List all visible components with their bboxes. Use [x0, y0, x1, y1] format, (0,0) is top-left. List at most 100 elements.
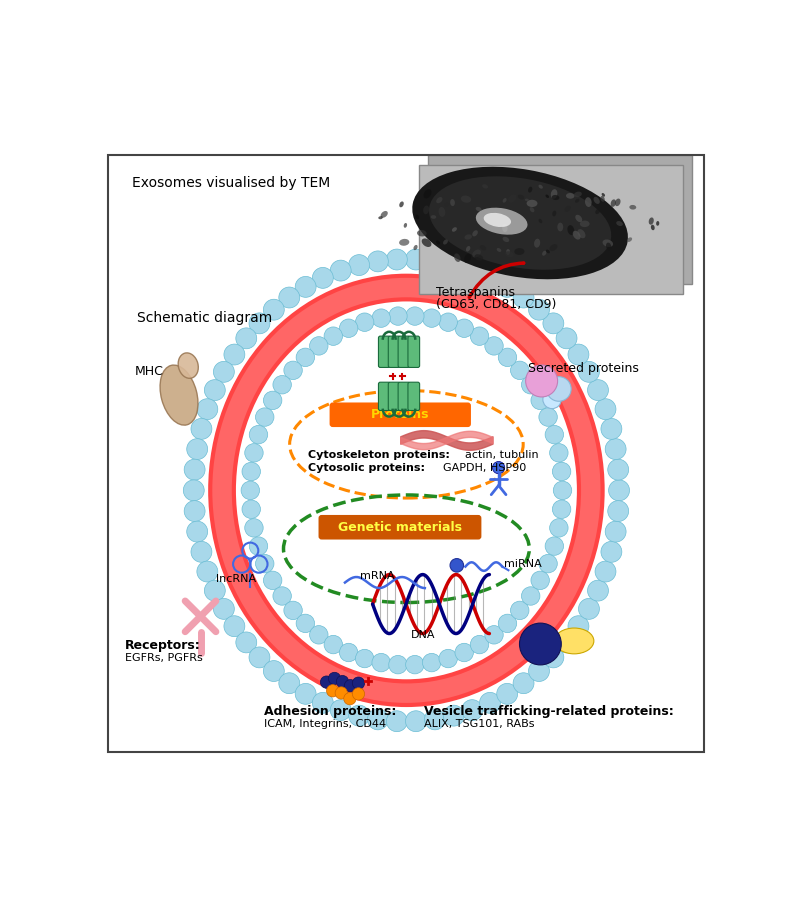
Ellipse shape: [557, 223, 563, 232]
Circle shape: [498, 614, 517, 632]
Ellipse shape: [515, 248, 524, 255]
FancyBboxPatch shape: [408, 336, 419, 367]
Ellipse shape: [461, 196, 471, 203]
Circle shape: [255, 554, 274, 573]
Ellipse shape: [651, 224, 655, 230]
Ellipse shape: [417, 230, 427, 236]
Circle shape: [213, 598, 234, 620]
Circle shape: [284, 361, 302, 380]
Circle shape: [424, 709, 446, 730]
Circle shape: [183, 480, 205, 501]
Ellipse shape: [627, 237, 632, 242]
Circle shape: [455, 643, 473, 662]
Circle shape: [543, 391, 561, 409]
Circle shape: [236, 328, 257, 348]
Ellipse shape: [258, 323, 555, 657]
Circle shape: [355, 313, 374, 331]
Circle shape: [526, 365, 557, 397]
Ellipse shape: [508, 195, 516, 202]
Circle shape: [588, 580, 608, 601]
Circle shape: [462, 260, 483, 281]
Circle shape: [224, 616, 245, 637]
Circle shape: [485, 337, 504, 355]
Circle shape: [480, 268, 500, 288]
Ellipse shape: [551, 189, 557, 198]
Circle shape: [249, 647, 270, 668]
Circle shape: [608, 480, 630, 501]
Ellipse shape: [550, 244, 557, 251]
Ellipse shape: [452, 227, 457, 232]
Ellipse shape: [496, 248, 501, 252]
Text: Cytoskeleton proteins:: Cytoskeleton proteins:: [308, 450, 450, 460]
Circle shape: [556, 632, 577, 653]
Ellipse shape: [399, 201, 404, 207]
Circle shape: [324, 636, 343, 654]
Ellipse shape: [474, 254, 483, 260]
FancyBboxPatch shape: [378, 336, 390, 367]
Circle shape: [205, 380, 225, 401]
Circle shape: [245, 519, 263, 537]
Ellipse shape: [534, 239, 540, 248]
Circle shape: [424, 251, 446, 272]
Ellipse shape: [528, 187, 532, 193]
Text: (CD63, CD81, CD9): (CD63, CD81, CD9): [436, 298, 556, 312]
Ellipse shape: [565, 249, 571, 257]
Ellipse shape: [484, 213, 511, 227]
Ellipse shape: [378, 216, 383, 219]
Ellipse shape: [527, 199, 538, 207]
Circle shape: [309, 337, 328, 355]
Circle shape: [531, 392, 550, 409]
Circle shape: [352, 688, 365, 700]
Circle shape: [320, 676, 333, 688]
Circle shape: [568, 344, 589, 365]
Ellipse shape: [444, 203, 450, 207]
Circle shape: [568, 616, 589, 637]
Circle shape: [284, 601, 302, 620]
Circle shape: [197, 561, 218, 582]
FancyBboxPatch shape: [389, 383, 400, 410]
Circle shape: [595, 561, 616, 582]
Ellipse shape: [585, 198, 592, 207]
Circle shape: [480, 692, 500, 713]
Circle shape: [546, 376, 571, 401]
Text: Vesicle trafficking-related proteins:: Vesicle trafficking-related proteins:: [423, 705, 673, 718]
Circle shape: [279, 673, 300, 693]
Text: Tetraspanins: Tetraspanins: [436, 286, 515, 299]
Circle shape: [605, 521, 626, 542]
Ellipse shape: [423, 189, 431, 198]
Circle shape: [367, 251, 389, 272]
Ellipse shape: [413, 245, 418, 251]
Circle shape: [249, 313, 270, 334]
Ellipse shape: [603, 240, 613, 247]
Ellipse shape: [436, 241, 440, 244]
Ellipse shape: [473, 250, 481, 258]
Ellipse shape: [575, 198, 580, 203]
Ellipse shape: [546, 250, 550, 253]
Text: Receptors:: Receptors:: [125, 638, 201, 652]
Ellipse shape: [454, 253, 461, 262]
Circle shape: [455, 319, 473, 338]
Ellipse shape: [525, 198, 529, 201]
Circle shape: [389, 307, 407, 325]
Circle shape: [241, 481, 259, 499]
Ellipse shape: [518, 195, 524, 199]
Circle shape: [519, 623, 561, 665]
Circle shape: [462, 700, 483, 720]
Ellipse shape: [431, 216, 436, 219]
Circle shape: [470, 636, 488, 654]
Ellipse shape: [422, 239, 431, 247]
Ellipse shape: [649, 217, 653, 224]
Circle shape: [367, 709, 389, 730]
Ellipse shape: [503, 237, 509, 242]
Ellipse shape: [473, 230, 478, 236]
Ellipse shape: [554, 628, 594, 654]
Circle shape: [186, 438, 208, 460]
Circle shape: [553, 500, 571, 518]
Circle shape: [579, 598, 600, 620]
Text: Secreted proteins: Secreted proteins: [528, 362, 639, 375]
Circle shape: [186, 521, 208, 542]
Ellipse shape: [656, 221, 659, 225]
Ellipse shape: [480, 245, 486, 251]
Circle shape: [554, 481, 572, 499]
Ellipse shape: [616, 221, 623, 226]
